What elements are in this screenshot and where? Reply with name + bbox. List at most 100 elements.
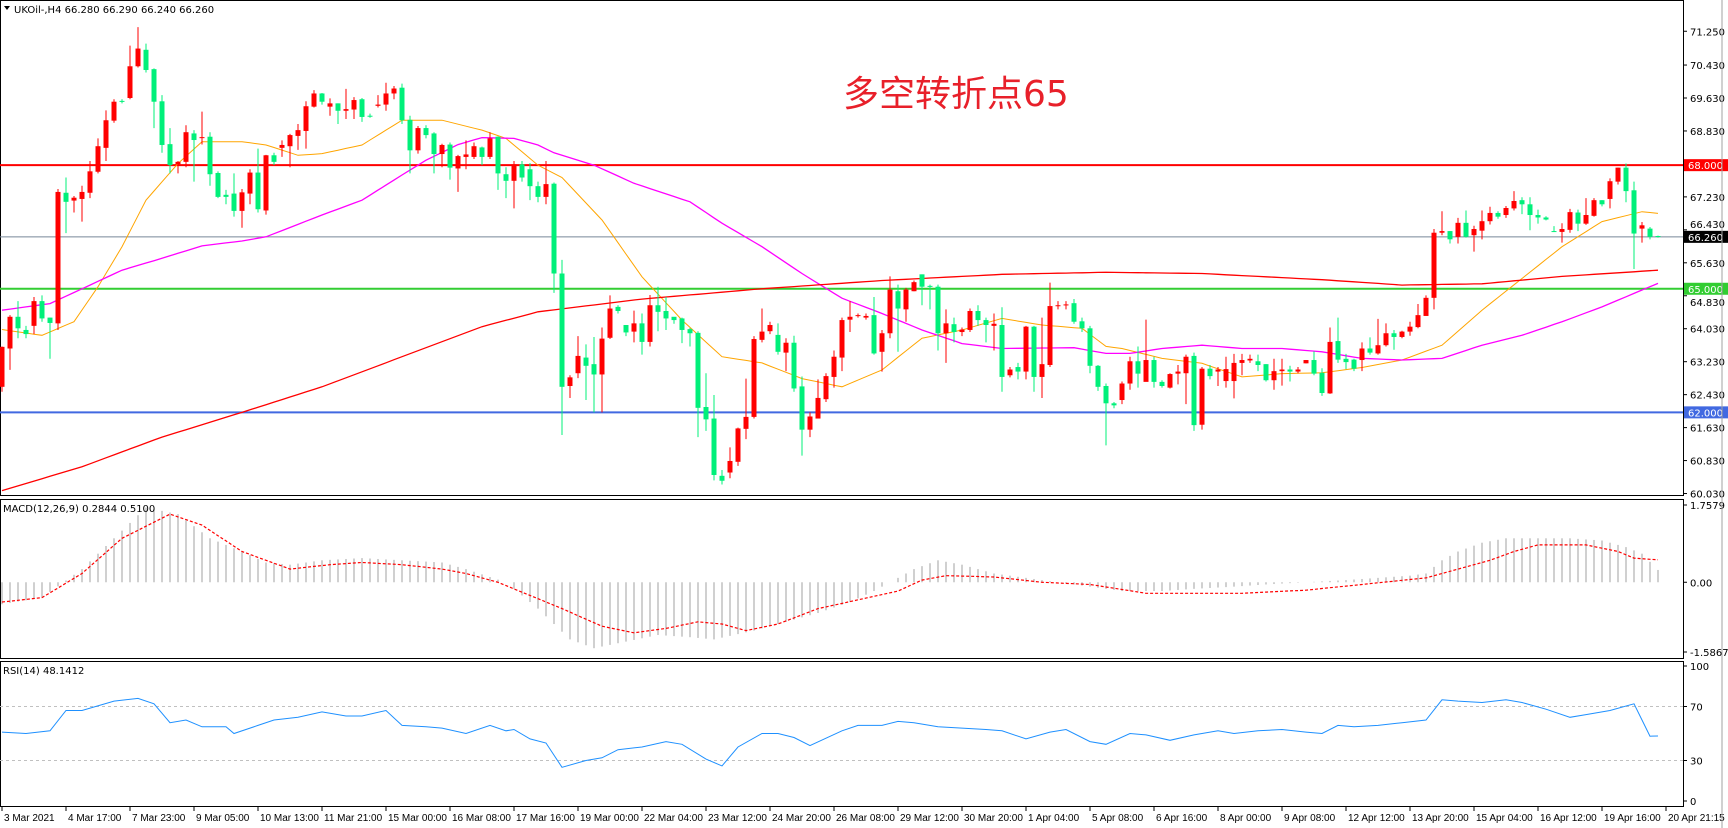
- candle[interactable]: [863, 313, 869, 320]
- candle[interactable]: [1039, 317, 1045, 398]
- candle[interactable]: [1175, 364, 1181, 385]
- candle[interactable]: [919, 274, 925, 306]
- candle[interactable]: [119, 99, 125, 104]
- candle[interactable]: [295, 123, 301, 150]
- candle[interactable]: [1575, 209, 1581, 232]
- candle[interactable]: [727, 447, 733, 479]
- candle[interactable]: [415, 126, 421, 154]
- candle[interactable]: [1607, 178, 1613, 209]
- candle[interactable]: [1495, 211, 1501, 219]
- candle[interactable]: [79, 185, 85, 222]
- candle[interactable]: [1455, 217, 1461, 244]
- candle[interactable]: [1159, 380, 1165, 388]
- candle[interactable]: [399, 83, 405, 124]
- candle[interactable]: [935, 284, 941, 351]
- candle[interactable]: [983, 317, 989, 343]
- candle[interactable]: [1447, 231, 1453, 244]
- candle[interactable]: [1407, 321, 1413, 336]
- candle[interactable]: [1151, 356, 1157, 388]
- candle[interactable]: [1423, 295, 1429, 316]
- candle[interactable]: [591, 336, 597, 413]
- candle[interactable]: [1023, 325, 1029, 380]
- candle[interactable]: [127, 45, 133, 100]
- candle[interactable]: [623, 325, 629, 337]
- candle[interactable]: [831, 350, 837, 388]
- candle[interactable]: [655, 286, 661, 332]
- candle[interactable]: [1087, 325, 1093, 374]
- candle[interactable]: [1631, 181, 1637, 269]
- candle[interactable]: [479, 146, 485, 166]
- candle[interactable]: [1127, 356, 1133, 390]
- candle[interactable]: [407, 115, 413, 174]
- candle[interactable]: [951, 317, 957, 343]
- candle[interactable]: [1191, 352, 1197, 431]
- dropdown-triangle-icon[interactable]: [4, 6, 10, 10]
- candle[interactable]: [711, 395, 717, 481]
- candle[interactable]: [1503, 205, 1509, 218]
- price-pane[interactable]: 71.250 70.430 69.630 68.830 67.230 66.430 65.6…: [0, 0, 1728, 501]
- candle[interactable]: [503, 167, 509, 199]
- candle[interactable]: [1463, 210, 1469, 238]
- candle[interactable]: [1335, 317, 1341, 363]
- candle[interactable]: [1415, 304, 1421, 329]
- candle[interactable]: [167, 128, 173, 174]
- candle[interactable]: [135, 27, 141, 68]
- candle[interactable]: [31, 296, 37, 335]
- candle[interactable]: [639, 313, 645, 355]
- candle[interactable]: [1615, 167, 1621, 185]
- candle[interactable]: [575, 336, 581, 379]
- candle[interactable]: [1215, 367, 1221, 386]
- candle[interactable]: [335, 103, 341, 124]
- candle[interactable]: [447, 142, 453, 180]
- candle[interactable]: [495, 136, 501, 190]
- candle[interactable]: [1471, 225, 1477, 252]
- candle[interactable]: [1231, 353, 1237, 399]
- candle[interactable]: [903, 287, 909, 322]
- candle[interactable]: [911, 280, 917, 292]
- candle[interactable]: [927, 284, 933, 310]
- candle[interactable]: [207, 132, 213, 186]
- candle[interactable]: [391, 86, 397, 100]
- candle[interactable]: [343, 88, 349, 120]
- candle[interactable]: [47, 317, 53, 359]
- candle[interactable]: [39, 295, 45, 322]
- candle[interactable]: [551, 182, 557, 293]
- candle[interactable]: [943, 309, 949, 363]
- candle[interactable]: [1535, 209, 1541, 224]
- candle[interactable]: [1439, 211, 1445, 236]
- candle[interactable]: [1015, 362, 1021, 380]
- candle[interactable]: [183, 125, 189, 168]
- candle[interactable]: [1519, 197, 1525, 215]
- candle[interactable]: [199, 111, 205, 145]
- candle[interactable]: [1343, 353, 1349, 370]
- candle[interactable]: [567, 375, 573, 398]
- candle[interactable]: [103, 110, 109, 162]
- candle[interactable]: [1055, 301, 1061, 310]
- candle[interactable]: [1223, 356, 1229, 388]
- candle[interactable]: [439, 143, 445, 168]
- candle[interactable]: [191, 130, 197, 182]
- candle[interactable]: [383, 82, 389, 111]
- candle[interactable]: [1031, 325, 1037, 392]
- candle[interactable]: [55, 189, 61, 330]
- candle[interactable]: [1143, 319, 1149, 382]
- candle[interactable]: [799, 376, 805, 456]
- candle[interactable]: [975, 305, 981, 326]
- candle[interactable]: [1391, 329, 1397, 350]
- macd-pane[interactable]: 1.7579 0.00 -1.5867: [0, 499, 1728, 660]
- candle[interactable]: [263, 154, 269, 215]
- candle[interactable]: [319, 93, 325, 105]
- candle[interactable]: [543, 161, 549, 205]
- candle[interactable]: [247, 169, 253, 205]
- candle[interactable]: [559, 259, 565, 436]
- rsi-pane[interactable]: 100 70 30 0: [0, 661, 1709, 809]
- candle[interactable]: [111, 99, 117, 123]
- candle[interactable]: [311, 90, 317, 108]
- candle[interactable]: [1007, 367, 1013, 378]
- candle[interactable]: [847, 301, 853, 333]
- candle[interactable]: [1559, 223, 1565, 243]
- candle[interactable]: [599, 327, 605, 413]
- candle[interactable]: [1623, 163, 1629, 203]
- candle[interactable]: [783, 338, 789, 372]
